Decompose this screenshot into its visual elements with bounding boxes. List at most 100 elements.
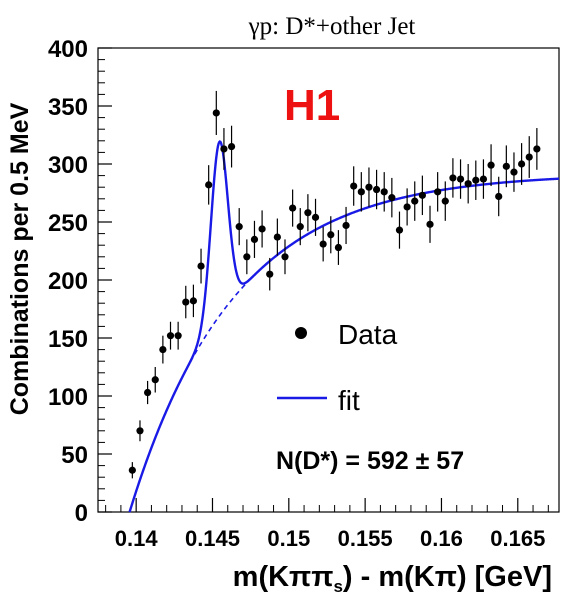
data-point: [243, 239, 251, 275]
data-point-marker: [235, 223, 243, 231]
data-point-marker: [212, 109, 220, 117]
data-point-marker: [380, 188, 388, 196]
data-point: [487, 144, 495, 187]
data-point-marker: [166, 332, 175, 340]
data-point-marker: [357, 188, 365, 196]
data-point: [495, 176, 503, 217]
data-point: [197, 248, 205, 284]
legend-data-label: Data: [338, 319, 398, 350]
data-point-marker: [510, 168, 518, 176]
x-tick-label: 0.165: [490, 526, 545, 551]
data-point: [227, 125, 236, 168]
y-tick-label: 150: [48, 326, 88, 353]
data-point: [266, 257, 274, 291]
data-point-marker: [434, 188, 442, 196]
data-point: [380, 172, 388, 212]
data-point: [342, 206, 350, 245]
data-point-marker: [182, 298, 190, 306]
y-tick-label: 400: [48, 36, 88, 63]
data-point: [327, 216, 335, 254]
data-point: [464, 164, 472, 204]
data-point-marker: [273, 233, 281, 241]
chart-title: γp: D*+other Jet: [248, 13, 416, 40]
data-point: [144, 380, 152, 405]
data-point: [151, 367, 159, 393]
data-point-marker: [518, 160, 526, 168]
data-points: [128, 90, 541, 479]
data-point: [456, 159, 465, 199]
data-point-marker: [350, 182, 358, 190]
data-point: [212, 90, 220, 135]
data-point: [220, 128, 228, 170]
data-point: [250, 220, 259, 258]
data-point-marker: [159, 346, 167, 354]
x-axis-label-main: m(Kππ: [233, 561, 334, 593]
data-point-marker: [426, 220, 434, 228]
data-point-marker: [311, 213, 320, 221]
data-point: [189, 284, 198, 318]
data-point: [502, 145, 510, 188]
data-point-marker: [304, 209, 312, 217]
x-axis-label-subscript: s: [333, 577, 342, 596]
data-point-marker: [250, 235, 259, 243]
data-point: [525, 136, 533, 178]
data-point: [388, 177, 396, 218]
data-point-marker: [289, 204, 297, 212]
data-point-marker: [197, 262, 205, 270]
data-point: [533, 128, 541, 170]
data-point-marker: [205, 181, 213, 189]
data-point-marker: [472, 176, 480, 184]
h1-logo: H1: [284, 81, 340, 130]
data-point-marker: [174, 332, 182, 340]
data-point: [182, 285, 190, 319]
fit-curve: [128, 140, 560, 513]
signal-yield-annotation: N(D*) = 592 ± 57: [276, 447, 464, 475]
data-point-marker: [266, 270, 274, 278]
data-point-marker: [281, 253, 289, 261]
data-point: [296, 208, 304, 246]
data-point-marker: [487, 161, 495, 169]
y-axis-label: Combinations per 0.5 MeV: [6, 102, 34, 415]
data-point-marker: [189, 297, 198, 305]
data-point: [159, 335, 167, 364]
data-point: [403, 188, 411, 226]
data-point-marker: [372, 185, 381, 194]
data-point: [258, 210, 266, 248]
data-point: [418, 175, 426, 216]
data-point: [319, 226, 327, 262]
data-point: [518, 143, 526, 185]
data-point: [128, 462, 136, 479]
data-point: [311, 198, 320, 236]
x-axis-label: m(Kππs) - m(Kπ) [GeV]: [233, 561, 552, 596]
data-point-marker: [449, 174, 457, 182]
data-point-marker: [456, 175, 465, 183]
data-point-marker: [334, 243, 343, 252]
data-point-marker: [395, 226, 404, 234]
x-tick-label: 0.155: [338, 526, 393, 551]
data-point: [166, 321, 175, 350]
data-point: [205, 165, 213, 205]
data-point-marker: [136, 427, 144, 435]
data-point-marker: [411, 197, 419, 205]
data-point: [334, 230, 343, 265]
data-point: [174, 321, 182, 350]
data-point-marker: [388, 194, 396, 202]
data-point: [357, 172, 365, 212]
data-point: [479, 159, 488, 199]
data-point: [395, 211, 404, 249]
y-tick-label: 0: [75, 500, 88, 527]
data-point-marker: [220, 145, 228, 153]
x-axis-ticks: 0.14 0.145 0.15 0.155 0.16 0.165: [105, 498, 549, 551]
data-point: [136, 420, 144, 442]
data-point: [350, 166, 358, 206]
data-point-marker: [533, 145, 541, 153]
data-point: [441, 181, 449, 221]
data-point-marker: [296, 223, 304, 231]
data-point: [472, 160, 480, 200]
legend-fit-label: fit: [338, 385, 360, 416]
data-point-marker: [403, 203, 411, 211]
data-point: [365, 167, 373, 207]
y-tick-label: 250: [48, 210, 88, 237]
data-point: [289, 189, 297, 227]
